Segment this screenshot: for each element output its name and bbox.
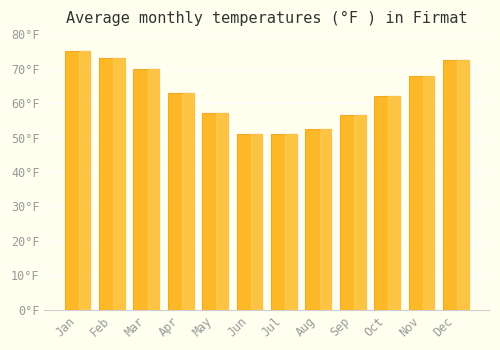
Bar: [202, 113, 228, 310]
Bar: [422, 76, 434, 310]
Bar: [306, 129, 331, 310]
Bar: [168, 93, 194, 310]
Bar: [99, 58, 125, 310]
Bar: [216, 113, 228, 310]
Bar: [251, 134, 262, 310]
Bar: [271, 134, 297, 310]
Bar: [457, 60, 468, 310]
Bar: [148, 69, 159, 310]
Bar: [354, 115, 366, 310]
Bar: [340, 115, 365, 310]
Bar: [285, 134, 297, 310]
Bar: [134, 69, 159, 310]
Bar: [236, 134, 262, 310]
Bar: [64, 51, 90, 310]
Title: Average monthly temperatures (°F ) in Firmat: Average monthly temperatures (°F ) in Fi…: [66, 11, 468, 26]
Bar: [408, 76, 434, 310]
Bar: [182, 93, 194, 310]
Bar: [113, 58, 125, 310]
Bar: [374, 96, 400, 310]
Bar: [443, 60, 468, 310]
Bar: [320, 129, 331, 310]
Bar: [388, 96, 400, 310]
Bar: [79, 51, 90, 310]
